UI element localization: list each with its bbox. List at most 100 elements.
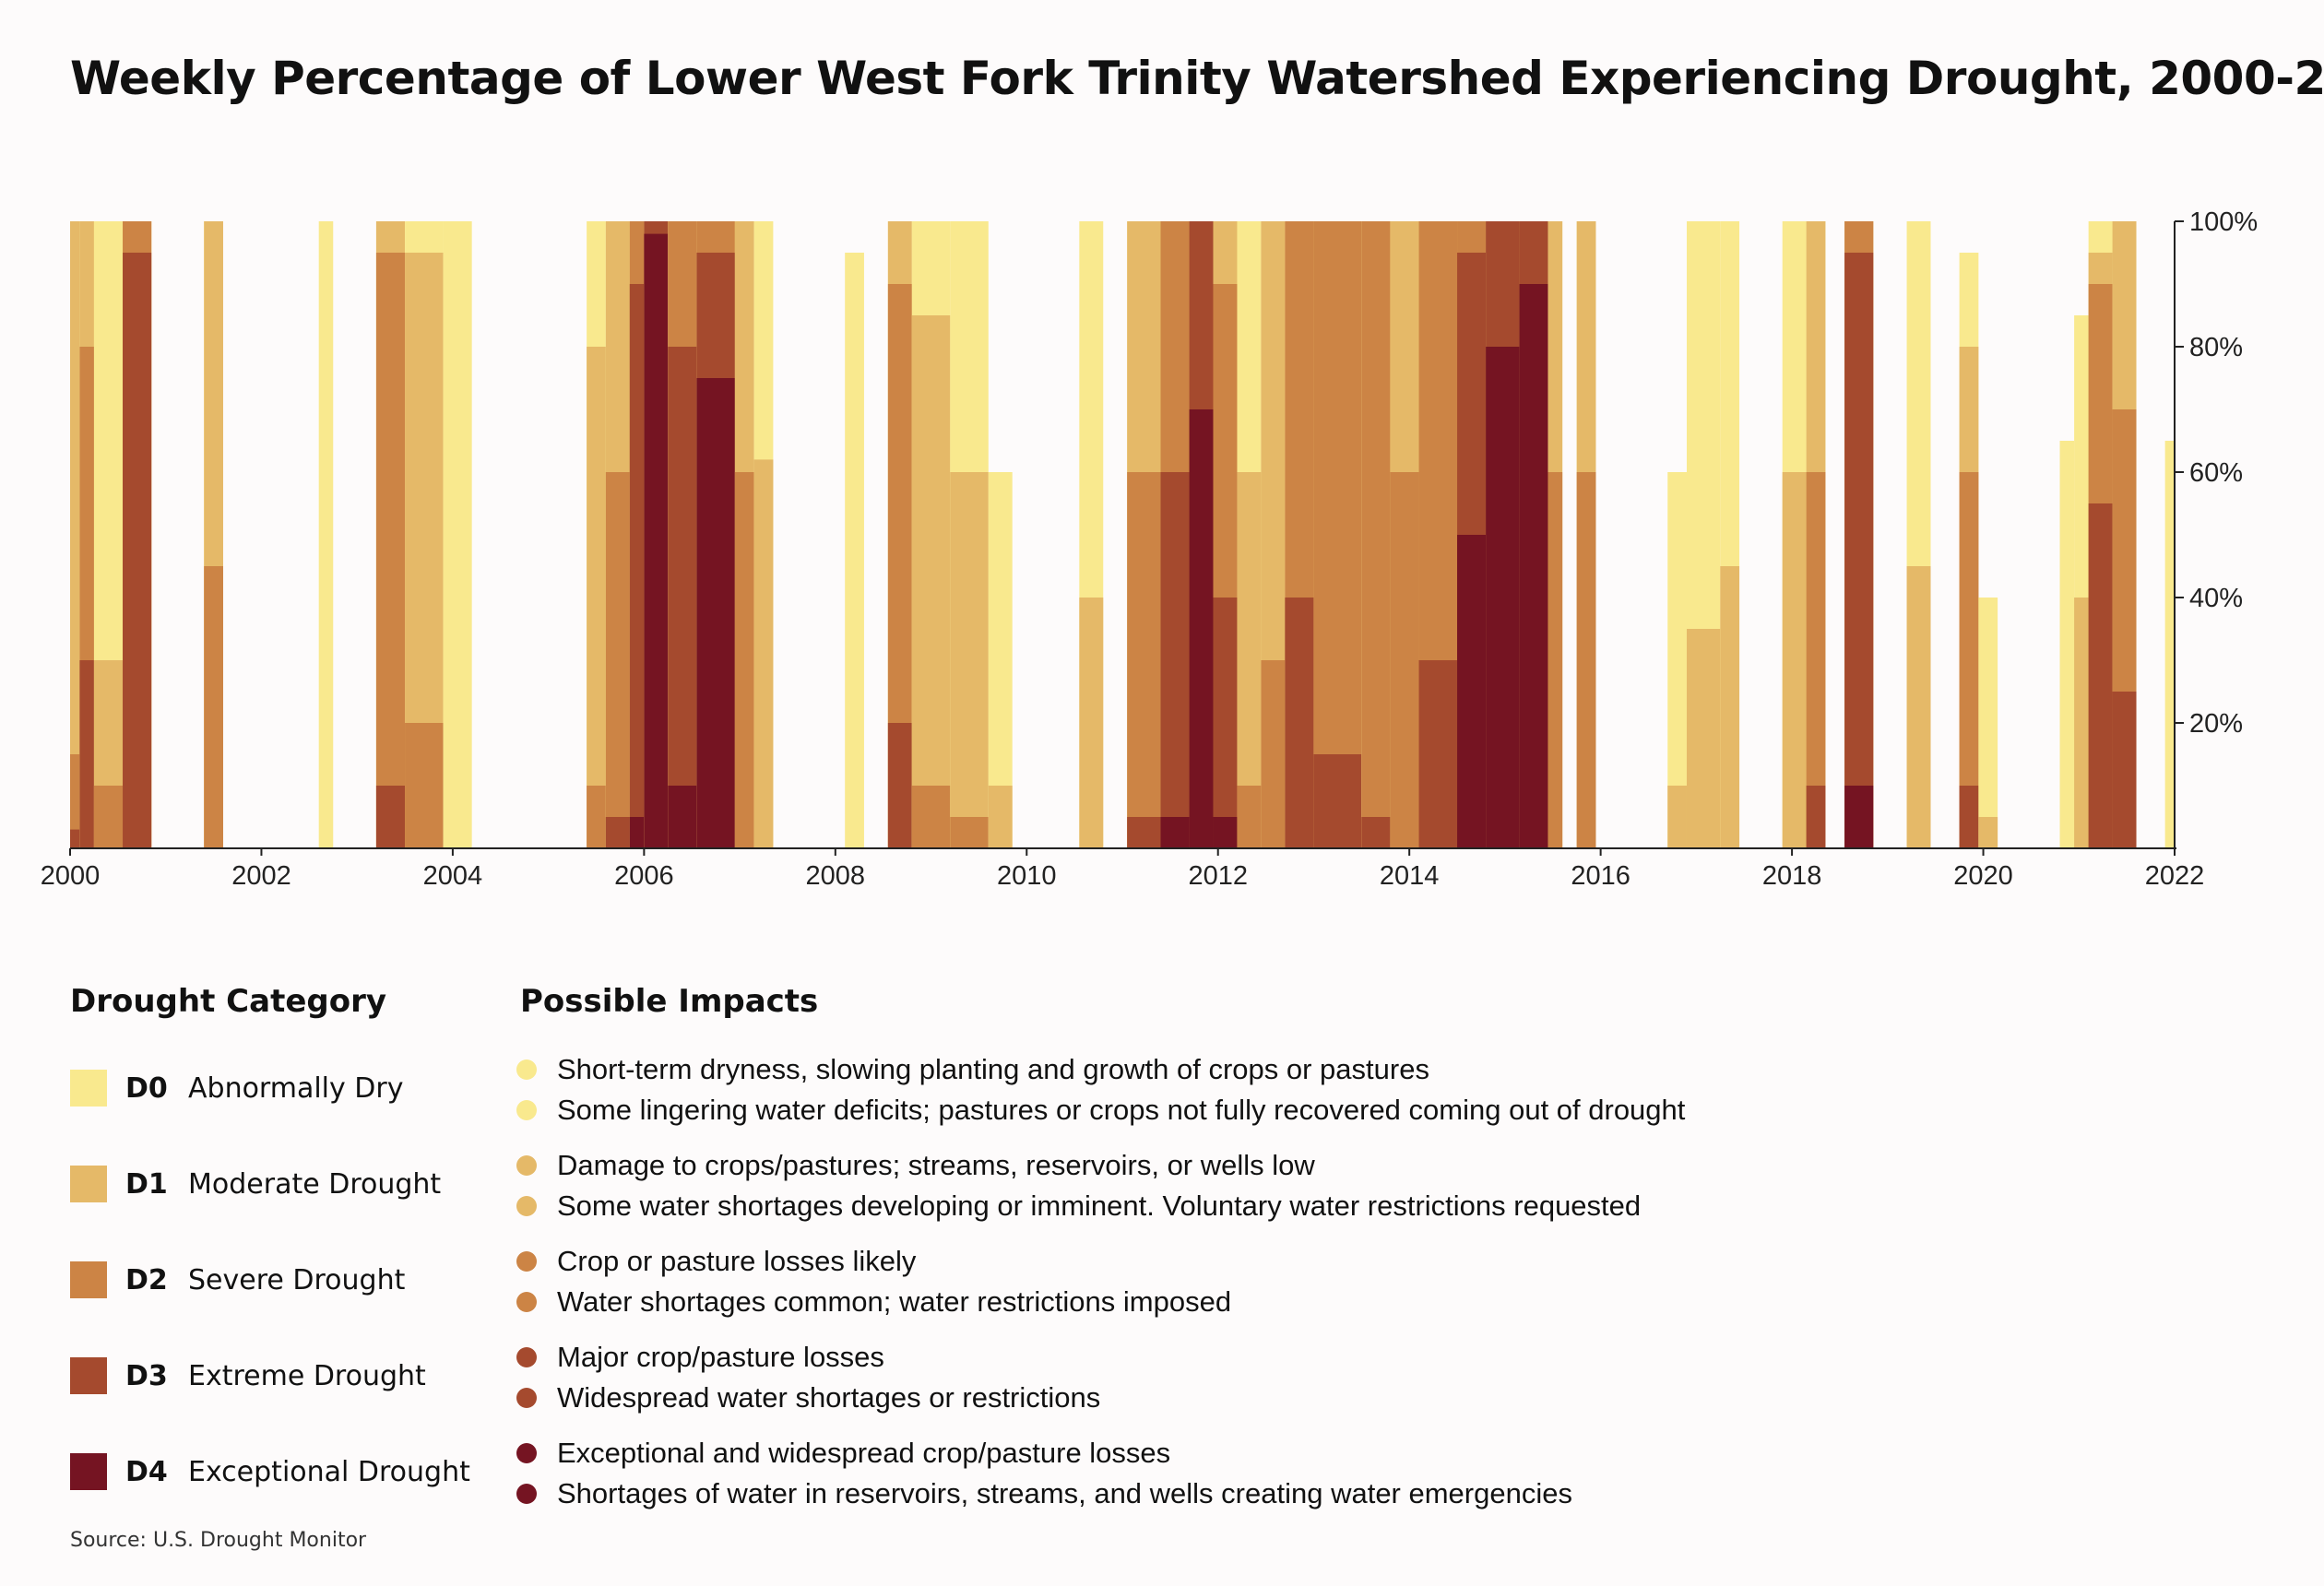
impact-item: Major crop/pasture losses — [516, 1341, 884, 1374]
drought-episode — [1844, 221, 1874, 848]
drought-episode — [405, 221, 444, 848]
impact-item: Damage to crops/pastures; streams, reser… — [516, 1149, 1315, 1182]
drought-episode — [1486, 221, 1520, 848]
legend-item-d3: D3 Extreme Drought — [70, 1357, 426, 1394]
legend-code: D2 — [125, 1263, 168, 1296]
bar-d2 — [1261, 660, 1286, 848]
y-tick-label: 20% — [2189, 709, 2243, 739]
bar-d3 — [605, 817, 630, 848]
impact-text: Widespread water shortages or restrictio… — [557, 1381, 1101, 1414]
impact-text: Exceptional and widespread crop/pasture … — [557, 1437, 1171, 1469]
legend-swatch — [70, 1453, 107, 1490]
source-note: Source: U.S. Drought Monitor — [70, 1529, 367, 1552]
impact-bullet-icon — [516, 1251, 537, 1272]
drought-episode — [375, 221, 406, 848]
bar-d2 — [1576, 472, 1596, 848]
x-tick-label: 2018 — [1762, 861, 1822, 891]
bar-d1 — [911, 315, 951, 848]
impact-text: Crop or pasture losses likely — [557, 1245, 917, 1277]
x-tick-label: 2008 — [806, 861, 866, 891]
legend-label: Severe Drought — [188, 1263, 406, 1296]
bar-d1 — [1782, 472, 1807, 848]
drought-episode — [1160, 221, 1190, 848]
legend-item-d4: D4 Exceptional Drought — [70, 1453, 470, 1490]
bar-d3 — [1959, 786, 1979, 848]
x-tick-label: 2022 — [2145, 861, 2205, 891]
bar-d1 — [1686, 629, 1721, 848]
bar-d2 — [1237, 786, 1262, 848]
bar-d2 — [1390, 472, 1419, 848]
bar-d4 — [1213, 817, 1238, 848]
impact-text: Damage to crops/pastures; streams, reser… — [557, 1149, 1315, 1181]
bar-d2 — [70, 754, 80, 848]
drought-episode — [1806, 221, 1826, 848]
bar-d1 — [753, 459, 774, 848]
bar-d0 — [2059, 441, 2075, 848]
bar-d1 — [587, 347, 606, 848]
legend-swatch — [70, 1166, 107, 1202]
drought-episode — [2112, 221, 2137, 848]
bar-d3 — [668, 347, 697, 848]
drought-episode — [696, 221, 735, 848]
bar-d4 — [1160, 817, 1190, 848]
drought-episode — [1079, 221, 1104, 848]
bar-d4 — [1457, 535, 1487, 848]
bar-d2 — [93, 786, 124, 848]
bar-d3 — [123, 253, 152, 848]
bar-d0 — [443, 221, 472, 848]
drought-episode — [1906, 221, 1931, 848]
drought-episode — [845, 253, 864, 848]
drought-episode — [2074, 315, 2089, 848]
x-tick-label: 2004 — [423, 861, 483, 891]
drought-episode — [1127, 221, 1161, 848]
drought-episode — [2059, 441, 2075, 848]
x-tick-label: 2014 — [1380, 861, 1440, 891]
impact-item: Crop or pasture losses likely — [516, 1245, 916, 1278]
x-tick-label: 2020 — [1953, 861, 2013, 891]
bar-d2 — [1547, 472, 1563, 848]
drought-episode — [1547, 221, 1563, 848]
drought-episode — [79, 221, 94, 848]
drought-episode — [1667, 472, 1687, 848]
drought-episode — [587, 221, 606, 848]
bar-d2 — [911, 786, 951, 848]
legend-swatch — [70, 1357, 107, 1394]
x-tick-label: 2000 — [41, 861, 101, 891]
impact-bullet-icon — [516, 1388, 537, 1408]
bar-d3 — [629, 284, 645, 848]
drought-episode — [318, 221, 334, 848]
drought-episode — [950, 221, 989, 848]
bar-d2 — [1127, 472, 1161, 848]
bar-d0 — [2164, 441, 2175, 848]
bar-d2 — [734, 472, 754, 848]
impact-text: Major crop/pasture losses — [557, 1341, 884, 1373]
y-tick-label: 80% — [2189, 333, 2243, 362]
drought-episode — [887, 221, 912, 848]
impact-bullet-icon — [516, 1484, 537, 1504]
legend-label: Moderate Drought — [188, 1167, 442, 1201]
bar-d0 — [845, 253, 864, 848]
impact-bullet-icon — [516, 1196, 537, 1216]
bar-d4 — [1844, 786, 1874, 848]
drought-episode — [1978, 598, 1998, 848]
y-tick-label: 100% — [2189, 207, 2258, 237]
y-tick-label: 60% — [2189, 458, 2243, 488]
impact-item: Shortages of water in reservoirs, stream… — [516, 1477, 1572, 1510]
drought-episode — [1457, 221, 1487, 848]
bar-d2 — [950, 817, 989, 848]
bar-d2 — [204, 566, 223, 848]
drought-episode — [988, 472, 1013, 848]
bar-d4 — [1519, 284, 1548, 848]
drought-episode — [1189, 221, 1214, 848]
legend-swatch — [70, 1070, 107, 1107]
legend-label: Exceptional Drought — [188, 1455, 470, 1488]
drought-episode — [1418, 221, 1458, 848]
impact-text: Water shortages common; water restrictio… — [557, 1285, 1232, 1318]
bar-d3 — [375, 786, 406, 848]
drought-episode — [204, 221, 223, 848]
chart-title: Weekly Percentage of Lower West Fork Tri… — [70, 52, 2324, 105]
bar-d2 — [605, 472, 630, 848]
y-tick-label: 40% — [2189, 584, 2243, 613]
impact-text: Short-term dryness, slowing planting and… — [557, 1053, 1429, 1085]
bar-d2 — [1806, 472, 1826, 848]
